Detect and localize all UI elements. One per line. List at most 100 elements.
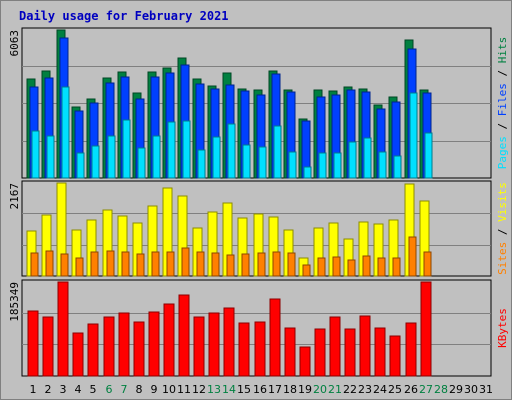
x-tick-label-day-15: 15 <box>237 383 251 396</box>
bar-kbytes-day-13 <box>208 312 220 377</box>
legend-entry: Files <box>496 83 509 116</box>
bar-pages-day-27 <box>424 132 433 179</box>
bar-sites-day-16 <box>257 252 266 277</box>
bar-kbytes-day-20 <box>314 328 326 377</box>
x-tick-label-day-19: 19 <box>298 383 312 396</box>
x-tick-label-day-6: 6 <box>106 383 113 396</box>
bar-kbytes-day-3 <box>57 281 69 377</box>
bar-kbytes-day-10 <box>163 303 175 377</box>
bar-pages-day-24 <box>378 151 387 179</box>
bar-sites-day-27 <box>423 251 432 277</box>
x-tick-label-day-4: 4 <box>75 383 82 396</box>
x-tick-label-day-24: 24 <box>373 383 387 396</box>
x-tick-label-day-30: 30 <box>464 383 478 396</box>
bar-pages-day-12 <box>197 149 206 179</box>
bar-sites-day-10 <box>166 251 175 277</box>
x-tick-label-day-7: 7 <box>121 383 128 396</box>
bar-pages-day-11 <box>182 120 191 179</box>
bar-pages-day-8 <box>137 147 146 179</box>
legend-entry: / <box>496 116 509 136</box>
bar-sites-day-21 <box>332 256 341 277</box>
max-label-visits-sites: 2167 <box>8 183 21 210</box>
x-tick-label-day-5: 5 <box>90 383 97 396</box>
x-tick-label-day-31: 31 <box>479 383 493 396</box>
legend-entry: Pages <box>496 136 509 169</box>
x-tick-label-day-17: 17 <box>268 383 282 396</box>
bar-pages-day-5 <box>91 145 100 179</box>
bar-kbytes-day-4 <box>72 332 84 377</box>
bar-pages-day-14 <box>227 123 236 179</box>
x-tick-label-day-2: 2 <box>45 383 52 396</box>
x-tick-label-day-1: 1 <box>30 383 37 396</box>
bar-kbytes-day-22 <box>344 328 356 377</box>
x-tick-label-day-26: 26 <box>404 383 418 396</box>
bar-pages-day-22 <box>348 141 357 179</box>
bar-sites-day-15 <box>241 253 250 277</box>
max-label-kbytes: 185349 <box>8 282 21 322</box>
bar-sites-day-24 <box>377 257 386 277</box>
bar-pages-day-26 <box>409 92 418 179</box>
x-tick-label-day-9: 9 <box>151 383 158 396</box>
x-tick-label-day-25: 25 <box>388 383 402 396</box>
bar-kbytes-day-21 <box>329 316 341 377</box>
bar-pages-day-3 <box>61 86 70 179</box>
bar-pages-day-2 <box>46 135 55 179</box>
bar-kbytes-day-15 <box>238 322 250 377</box>
bar-pages-day-9 <box>152 135 161 179</box>
bar-pages-day-21 <box>333 152 342 179</box>
x-tick-label-day-14: 14 <box>222 383 236 396</box>
bar-sites-day-25 <box>392 257 401 277</box>
bar-sites-day-11 <box>181 247 190 277</box>
x-tick-label-day-3: 3 <box>60 383 67 396</box>
bar-kbytes-day-14 <box>223 307 235 377</box>
bar-pages-day-18 <box>288 151 297 179</box>
x-tick-label-day-10: 10 <box>162 383 176 396</box>
bar-pages-day-4 <box>76 152 85 179</box>
max-label-hits-files-pages: 6063 <box>8 30 21 57</box>
bar-pages-day-13 <box>212 136 221 179</box>
bar-kbytes-day-23 <box>359 315 371 377</box>
bar-sites-day-2 <box>45 250 54 277</box>
bar-kbytes-day-5 <box>87 323 99 377</box>
bar-sites-day-3 <box>60 253 69 277</box>
x-tick-label-day-18: 18 <box>283 383 297 396</box>
bar-kbytes-day-24 <box>374 327 386 377</box>
bar-kbytes-day-2 <box>42 316 54 377</box>
legend-kbytes: KBytes <box>496 308 509 348</box>
legend-entry: Hits <box>496 37 509 64</box>
bar-sites-day-4 <box>75 257 84 277</box>
bar-sites-day-18 <box>287 252 296 277</box>
bar-pages-day-6 <box>107 135 116 179</box>
x-tick-label-day-22: 22 <box>343 383 357 396</box>
bar-kbytes-day-17 <box>269 298 281 377</box>
bar-pages-day-10 <box>167 121 176 179</box>
bar-kbytes-day-26 <box>405 322 417 377</box>
bar-pages-day-7 <box>122 119 131 179</box>
bar-sites-day-9 <box>151 251 160 277</box>
bar-sites-day-12 <box>196 251 205 277</box>
bar-pages-day-25 <box>393 155 402 179</box>
x-tick-label-day-20: 20 <box>313 383 327 396</box>
bar-kbytes-day-12 <box>193 316 205 377</box>
bar-pages-day-16 <box>258 146 267 179</box>
bar-sites-day-6 <box>106 250 115 277</box>
x-tick-label-day-8: 8 <box>136 383 143 396</box>
bar-sites-day-17 <box>272 251 281 277</box>
bar-kbytes-day-1 <box>27 310 39 377</box>
chart-title: Daily usage for February 2021 <box>19 9 229 23</box>
bar-sites-day-1 <box>30 252 39 277</box>
bar-sites-day-20 <box>317 257 326 277</box>
legend-visits-sites: Sites / Visits <box>496 182 509 275</box>
bar-sites-day-19 <box>302 264 311 277</box>
bar-kbytes-day-16 <box>254 321 266 377</box>
bar-kbytes-day-9 <box>148 311 160 377</box>
bar-kbytes-day-27 <box>420 281 432 377</box>
x-tick-label-day-28: 28 <box>434 383 448 396</box>
x-tick-label-day-23: 23 <box>358 383 372 396</box>
bar-sites-day-13 <box>211 252 220 277</box>
x-tick-label-day-27: 27 <box>419 383 433 396</box>
bar-kbytes-day-18 <box>284 327 296 377</box>
bar-pages-day-20 <box>318 152 327 179</box>
bar-sites-day-7 <box>121 251 130 277</box>
